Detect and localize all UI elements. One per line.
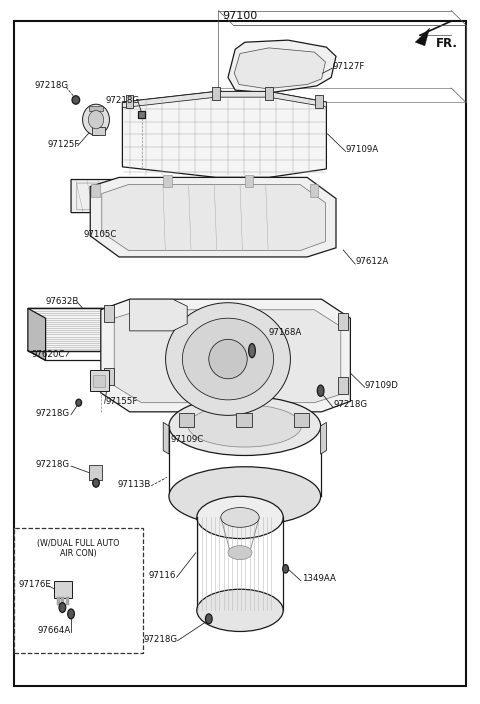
Text: 97100: 97100 xyxy=(222,11,258,21)
Text: 97612A: 97612A xyxy=(355,258,388,266)
Ellipse shape xyxy=(197,496,283,539)
Text: 97632B: 97632B xyxy=(46,297,79,306)
Text: 97168A: 97168A xyxy=(269,328,302,337)
Ellipse shape xyxy=(68,609,74,619)
Text: 97127F: 97127F xyxy=(332,62,364,70)
Bar xyxy=(104,368,114,385)
Polygon shape xyxy=(122,92,326,177)
Polygon shape xyxy=(71,180,178,213)
Ellipse shape xyxy=(188,405,301,447)
Bar xyxy=(236,413,252,427)
Polygon shape xyxy=(130,299,187,331)
Polygon shape xyxy=(170,308,187,360)
Bar xyxy=(54,581,72,598)
Polygon shape xyxy=(28,308,170,351)
Bar xyxy=(265,87,273,100)
Polygon shape xyxy=(90,177,336,257)
Text: 97105C: 97105C xyxy=(84,230,118,239)
Text: (W/DUAL FULL AUTO: (W/DUAL FULL AUTO xyxy=(37,539,120,548)
Polygon shape xyxy=(96,197,110,208)
Ellipse shape xyxy=(76,399,82,406)
Text: 97155F: 97155F xyxy=(106,397,138,406)
Ellipse shape xyxy=(169,396,321,455)
Text: AIR CON): AIR CON) xyxy=(60,549,97,558)
Text: 97109D: 97109D xyxy=(365,381,399,389)
Polygon shape xyxy=(234,48,325,89)
Bar xyxy=(294,413,309,427)
Text: 1349AA: 1349AA xyxy=(302,574,336,583)
Bar xyxy=(126,95,133,108)
Bar xyxy=(310,184,318,197)
Text: 97109A: 97109A xyxy=(346,145,379,153)
Ellipse shape xyxy=(197,589,283,631)
Bar xyxy=(315,95,323,108)
Ellipse shape xyxy=(221,508,259,527)
Text: 97176E: 97176E xyxy=(18,580,51,589)
Text: 97109C: 97109C xyxy=(170,436,204,444)
Ellipse shape xyxy=(72,96,80,104)
Bar xyxy=(14,528,143,653)
Bar xyxy=(57,597,60,605)
Bar xyxy=(66,597,69,605)
Bar xyxy=(90,370,109,391)
Bar xyxy=(212,87,220,100)
Polygon shape xyxy=(122,92,326,108)
Ellipse shape xyxy=(317,385,324,396)
Ellipse shape xyxy=(228,546,252,560)
Polygon shape xyxy=(28,308,46,360)
Ellipse shape xyxy=(88,111,104,129)
Text: 97664A: 97664A xyxy=(37,627,71,635)
Bar xyxy=(89,465,102,480)
Text: 97218G: 97218G xyxy=(106,96,140,105)
Polygon shape xyxy=(102,184,325,251)
Text: FR.: FR. xyxy=(436,37,458,50)
Ellipse shape xyxy=(249,344,255,358)
Polygon shape xyxy=(321,422,326,454)
Text: 97218G: 97218G xyxy=(144,635,178,643)
Polygon shape xyxy=(114,310,341,403)
Polygon shape xyxy=(92,127,105,135)
Text: 97218G: 97218G xyxy=(36,460,70,469)
Bar xyxy=(138,111,145,118)
Text: 97113B: 97113B xyxy=(118,480,151,489)
Ellipse shape xyxy=(182,318,274,400)
Text: 97116: 97116 xyxy=(149,572,176,580)
Bar xyxy=(93,375,105,387)
Ellipse shape xyxy=(209,339,247,379)
Polygon shape xyxy=(101,299,350,412)
Ellipse shape xyxy=(169,467,321,526)
Bar xyxy=(245,175,253,187)
Polygon shape xyxy=(163,422,169,454)
Bar xyxy=(91,184,100,197)
Bar xyxy=(61,597,64,605)
Ellipse shape xyxy=(283,565,288,573)
Polygon shape xyxy=(28,308,187,318)
Ellipse shape xyxy=(59,603,66,612)
Ellipse shape xyxy=(166,303,290,415)
Polygon shape xyxy=(415,28,430,46)
Ellipse shape xyxy=(83,104,109,135)
Text: 97218G: 97218G xyxy=(334,401,368,409)
Bar xyxy=(163,175,172,187)
Ellipse shape xyxy=(205,614,212,624)
Bar xyxy=(338,377,348,394)
Polygon shape xyxy=(228,40,336,93)
Bar xyxy=(338,313,348,330)
Polygon shape xyxy=(89,106,103,111)
Bar xyxy=(179,413,194,427)
Text: 97620C: 97620C xyxy=(31,351,65,359)
Text: 97218G: 97218G xyxy=(35,82,69,90)
Bar xyxy=(104,305,114,322)
Text: 97125F: 97125F xyxy=(48,140,80,149)
Text: 97218G: 97218G xyxy=(36,409,70,417)
Ellipse shape xyxy=(93,479,99,487)
